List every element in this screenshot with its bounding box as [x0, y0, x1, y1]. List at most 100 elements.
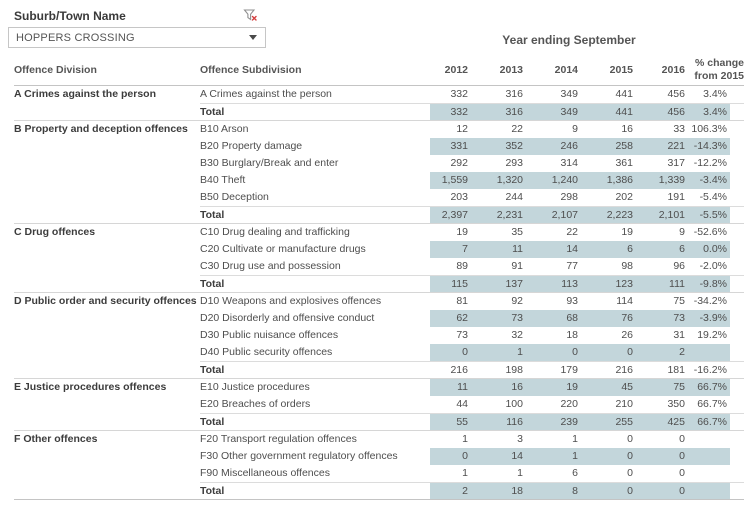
value-2013: 1: [517, 467, 523, 479]
table-row[interactable]: Total 115 137 113 123 111 -9.8%: [200, 275, 744, 292]
subdivision-label: Total: [200, 106, 225, 118]
row-spacer: [730, 172, 744, 189]
value-2016: 2,101: [637, 207, 689, 223]
table-row[interactable]: C20 Cultivate or manufacture drugs 7 11 …: [200, 241, 744, 258]
value-2016: 0: [679, 433, 685, 445]
value-2012: 7: [430, 241, 472, 258]
table-row[interactable]: D10 Weapons and explosives offences 81 9…: [200, 293, 744, 310]
value-2013: 22: [511, 123, 523, 135]
value-2014: 314: [560, 157, 578, 169]
table-row[interactable]: Total 55 116 239 255 425 66.7%: [200, 413, 744, 430]
clear-filter-icon[interactable]: [243, 8, 258, 23]
division-rows: E10 Justice procedures 11 16 19 45 75 66…: [200, 379, 744, 430]
suburb-dropdown-value: HOPPERS CROSSING: [16, 31, 135, 44]
row-spacer: [730, 310, 744, 327]
row-spacer: [730, 276, 744, 292]
table-row[interactable]: E20 Breaches of orders 44 100 220 210 35…: [200, 396, 744, 413]
table-row[interactable]: D40 Public security offences 0 1 0 0 2: [200, 344, 744, 361]
table-row[interactable]: C30 Drug use and possession 89 91 77 98 …: [200, 258, 744, 275]
value-2014: 14: [527, 241, 582, 258]
division-label: B Property and deception offences: [14, 123, 188, 135]
table-row[interactable]: Total 216 198 179 216 181 -16.2%: [200, 361, 744, 378]
value-pct-change: [689, 465, 730, 482]
table-row[interactable]: B40 Theft 1,559 1,320 1,240 1,386 1,339 …: [200, 172, 744, 189]
value-2016: 96: [673, 260, 685, 272]
table-row[interactable]: F20 Transport regulation offences 1 3 1 …: [200, 431, 744, 448]
table-row[interactable]: B50 Deception 203 244 298 202 191 -5.4%: [200, 189, 744, 206]
value-pct-change: -3.4%: [689, 172, 730, 189]
value-2012: 216: [450, 364, 468, 376]
value-pct-change: -34.2%: [693, 295, 727, 307]
col-header-pct-change: % change from 2015: [689, 57, 744, 83]
value-2012: 55: [430, 414, 472, 430]
value-2016: 111: [637, 276, 689, 292]
table-row[interactable]: F30 Other government regulatory offences…: [200, 448, 744, 465]
table-row[interactable]: Total 2,397 2,231 2,107 2,223 2,101 -5.5…: [200, 206, 744, 223]
subdivision-label: Total: [200, 485, 225, 497]
row-spacer: [730, 344, 744, 361]
suburb-dropdown[interactable]: HOPPERS CROSSING: [8, 27, 266, 48]
chevron-down-icon: [249, 35, 257, 40]
table-row[interactable]: B30 Burglary/Break and enter 292 293 314…: [200, 155, 744, 172]
value-2012: 0: [430, 448, 472, 465]
subdivision-label: C10 Drug dealing and trafficking: [200, 226, 350, 238]
value-2016: 456: [667, 88, 685, 100]
division-rows: D10 Weapons and explosives offences 81 9…: [200, 293, 744, 378]
value-2013: 16: [472, 379, 527, 396]
value-2013: 198: [505, 364, 523, 376]
value-2016: 6: [637, 241, 689, 258]
value-2015: 441: [615, 88, 633, 100]
value-pct-change: 3.4%: [689, 104, 730, 120]
value-2012: 1: [462, 467, 468, 479]
value-2013: 1,320: [472, 172, 527, 189]
row-spacer: [730, 121, 744, 138]
value-2014: 349: [560, 88, 578, 100]
value-2012: 73: [456, 329, 468, 341]
value-2016: 191: [667, 191, 685, 203]
value-2014: 298: [560, 191, 578, 203]
suburb-filter-panel: Suburb/Town Name HOPPERS CROSSING: [8, 6, 266, 48]
table-row[interactable]: E10 Justice procedures 11 16 19 45 75 66…: [200, 379, 744, 396]
value-pct-change: -2.0%: [699, 260, 727, 272]
subdivision-label: B20 Property damage: [200, 140, 303, 152]
table-row[interactable]: D20 Disorderly and offensive conduct 62 …: [200, 310, 744, 327]
value-2013: 92: [511, 295, 523, 307]
value-2016: 75: [637, 379, 689, 396]
value-2014: 349: [527, 104, 582, 120]
table-row[interactable]: Total 2 18 8 0 0: [200, 482, 744, 499]
value-2014: 22: [566, 226, 578, 238]
table-row[interactable]: C10 Drug dealing and trafficking 19 35 2…: [200, 224, 744, 241]
value-pct-change: 19.2%: [697, 329, 727, 341]
table-row[interactable]: D30 Public nuisance offences 73 32 18 26…: [200, 327, 744, 344]
value-2013: 352: [472, 138, 527, 155]
col-header-2016: 2016: [661, 64, 685, 76]
table-row[interactable]: F90 Miscellaneous offences 1 1 6 0 0: [200, 465, 744, 482]
value-2013: 1: [472, 344, 527, 361]
value-2015: 441: [582, 104, 637, 120]
value-pct-change: 3.4%: [703, 88, 727, 100]
division-group: D Public order and security offences D10…: [14, 292, 744, 378]
subdivision-label: Total: [200, 278, 225, 290]
value-2013: 3: [517, 433, 523, 445]
value-2013: 18: [472, 483, 527, 499]
table-row[interactable]: B20 Property damage 331 352 246 258 221 …: [200, 138, 744, 155]
row-spacer: [730, 465, 744, 482]
col-header-2014: 2014: [554, 64, 578, 76]
table-row[interactable]: B10 Arson 12 22 9 16 33 106.3%: [200, 121, 744, 138]
value-2016: 9: [679, 226, 685, 238]
subdivision-label: D40 Public security offences: [200, 346, 333, 358]
row-spacer: [730, 189, 744, 206]
table-row[interactable]: Total 332 316 349 441 456 3.4%: [200, 103, 744, 120]
value-2015: 16: [621, 123, 633, 135]
row-spacer: [730, 138, 744, 155]
table-body: A Crimes against the person A Crimes aga…: [14, 86, 744, 500]
subdivision-label: F30 Other government regulatory offences: [200, 450, 398, 462]
value-2012: 44: [456, 398, 468, 410]
value-2016: 456: [637, 104, 689, 120]
table-row[interactable]: A Crimes against the person 332 316 349 …: [200, 86, 744, 103]
value-2016: 425: [637, 414, 689, 430]
value-pct-change: -52.6%: [693, 226, 727, 238]
value-2016: 31: [673, 329, 685, 341]
value-2015: 6: [582, 241, 637, 258]
value-2015: 114: [616, 295, 633, 307]
